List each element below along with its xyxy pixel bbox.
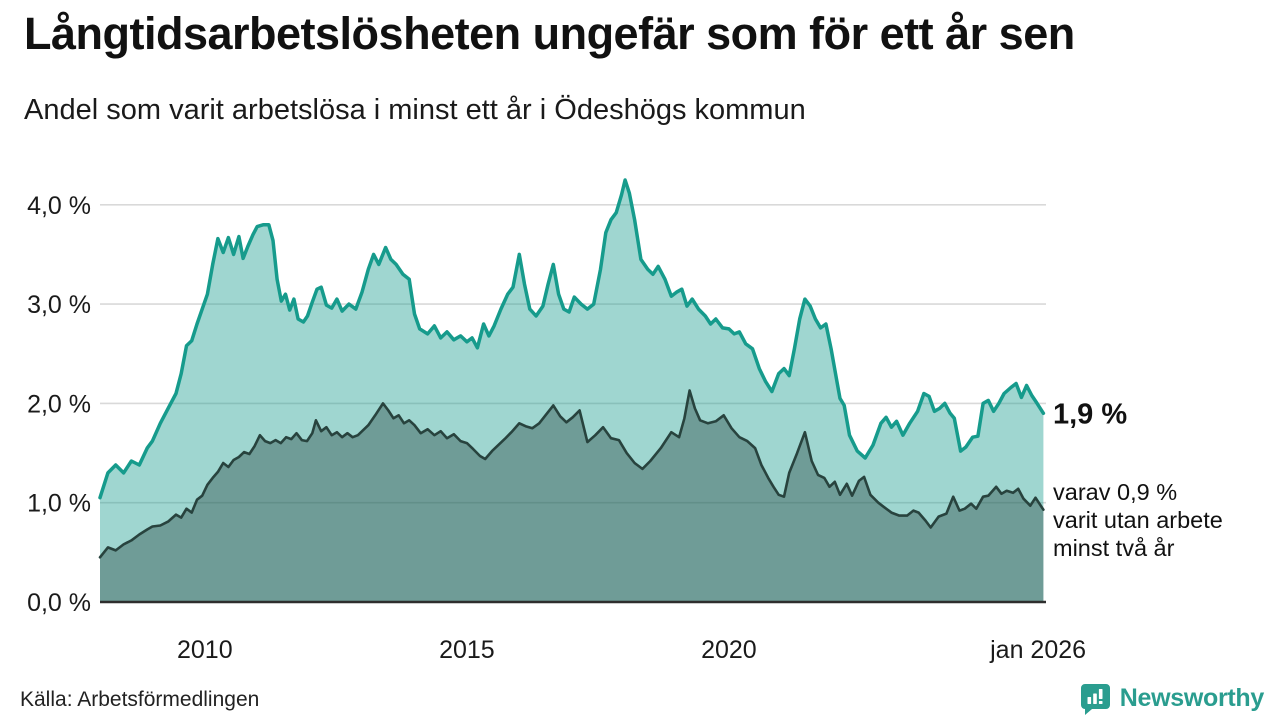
x-tick-label: 2015 — [439, 636, 495, 664]
source-note: Källa: Arbetsförmedlingen — [20, 688, 260, 711]
sub-annotation-line: minst två år — [1053, 535, 1175, 561]
sub-annotation-line: varit utan arbete — [1053, 507, 1223, 533]
area-at-least-two-years — [100, 390, 1044, 602]
y-tick-label: 3,0 % — [27, 291, 91, 319]
page-title: Långtidsarbetslösheten ungefär som för e… — [24, 8, 1075, 59]
end-value-label: 1,9 % — [1053, 398, 1127, 430]
line-at-least-one-year — [98, 178, 1046, 500]
unemployment-area-chart: 0,0 % 1,0 % 2,0 % 3,0 % 4,0 % 2010 2015 2020 jan… — [27, 178, 1223, 664]
sub-annotation-line: varav 0,9 % — [1053, 479, 1177, 505]
page-subtitle: Andel som varit arbetslösa i minst ett å… — [24, 94, 806, 126]
y-tick-label: 1,0 % — [27, 490, 91, 518]
line-at-least-two-years — [98, 389, 1045, 559]
area-at-least-one-year — [100, 180, 1044, 602]
x-tick-label: jan 2026 — [989, 636, 1086, 664]
newsworthy-bubble-chart-icon — [1080, 684, 1110, 715]
y-tick-label: 4,0 % — [27, 192, 91, 220]
y-tick-label: 2,0 % — [27, 390, 91, 418]
y-tick-label: 0,0 % — [27, 589, 91, 617]
x-tick-label: 2010 — [177, 636, 233, 664]
x-tick-label: 2020 — [701, 636, 757, 664]
newsworthy-wordmark: Newsworthy — [1119, 684, 1265, 712]
newsworthy-logo: Newsworthy — [1079, 682, 1264, 715]
